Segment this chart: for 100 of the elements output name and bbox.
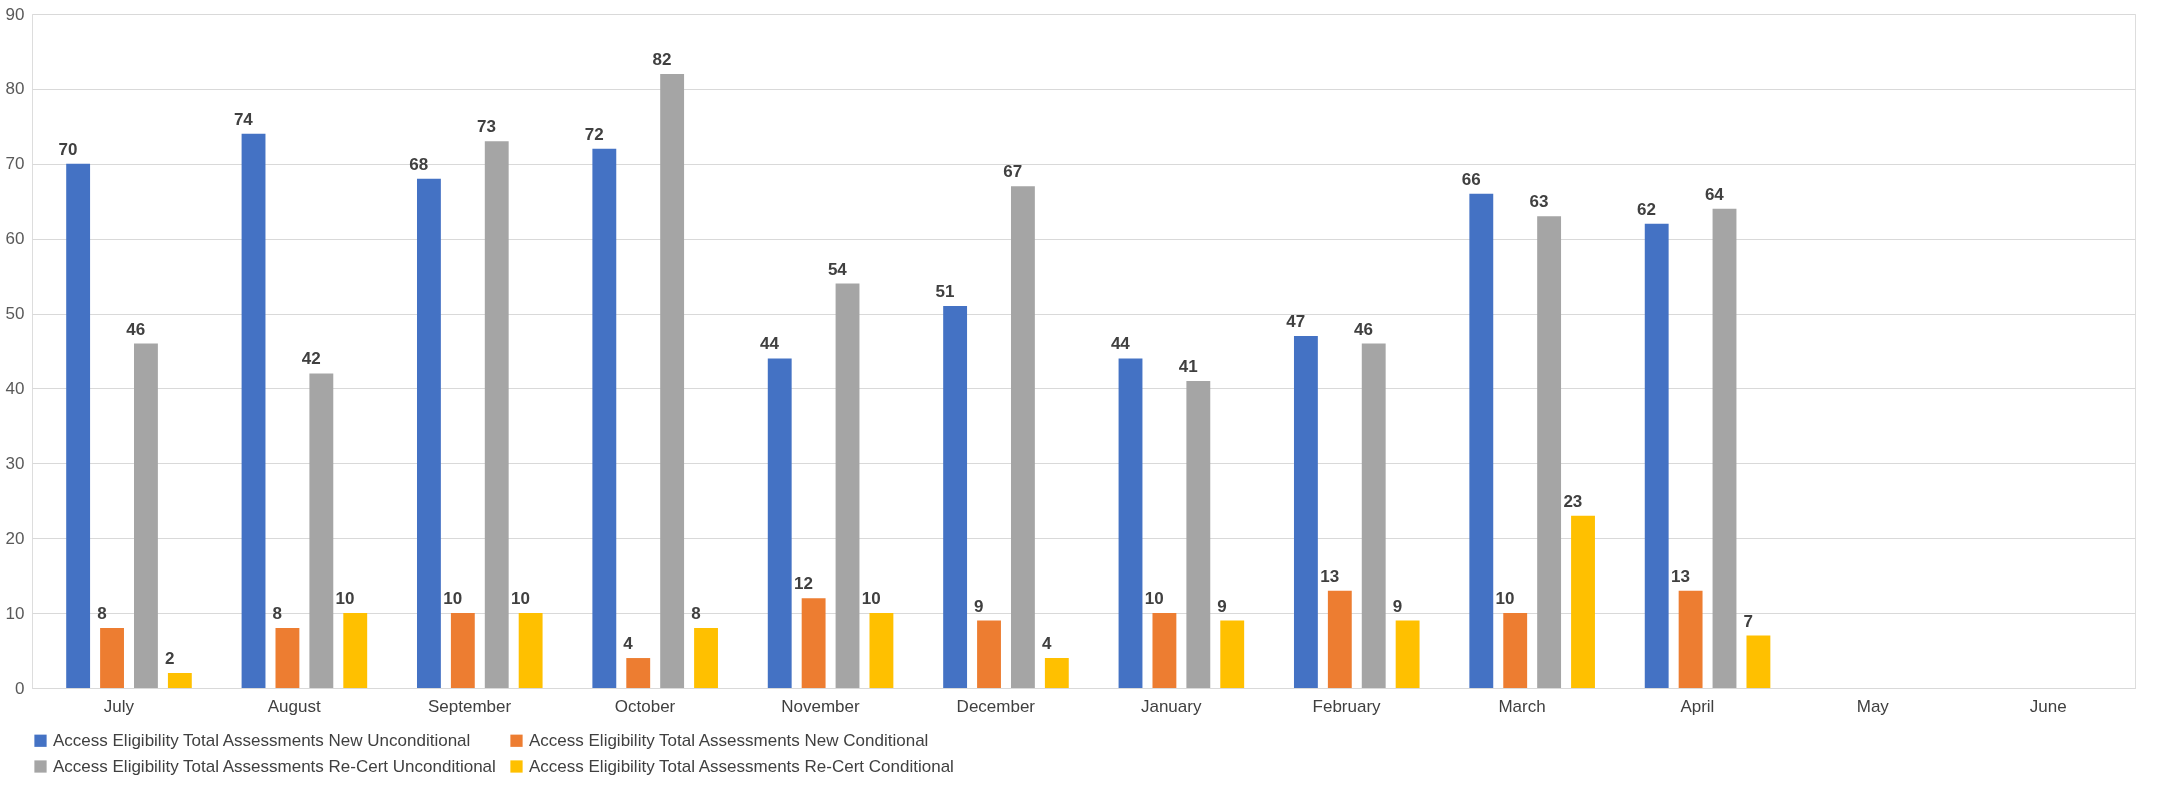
bar	[1044, 658, 1069, 688]
bar	[241, 133, 266, 688]
bar	[450, 613, 475, 688]
bar	[1327, 590, 1352, 688]
bar	[943, 306, 968, 688]
data-label: 7	[1743, 611, 1753, 631]
x-tick-label: December	[956, 696, 1036, 716]
data-label: 8	[97, 604, 107, 624]
data-label: 10	[335, 589, 355, 609]
bar	[1361, 343, 1386, 688]
data-label: 41	[1178, 356, 1198, 376]
legend-label: Access Eligibility Total Assessments New Conditional	[529, 730, 929, 750]
data-label: 2	[164, 649, 175, 669]
data-label: 51	[935, 282, 955, 302]
bar	[1186, 380, 1211, 688]
data-label: 70	[58, 139, 78, 159]
data-label: 23	[1563, 491, 1583, 511]
x-tick-label: October	[614, 696, 676, 716]
y-tick-label: 70	[5, 154, 25, 174]
data-label: 68	[409, 154, 429, 174]
bar	[801, 598, 826, 688]
bar	[1152, 613, 1177, 688]
bar	[100, 628, 124, 688]
x-tick-label: June	[2029, 696, 2067, 716]
legend-label: Access Eligibility Total Assessments New Unconditional	[53, 730, 471, 750]
legend-label: Access Eligibility Total Assessments Re-Cert Unconditional	[53, 756, 496, 776]
x-tick-label: November	[781, 696, 860, 716]
x-tick-label: September	[428, 696, 512, 716]
data-label: 72	[584, 124, 604, 144]
data-label: 63	[1529, 192, 1549, 212]
y-tick-label: 20	[5, 528, 25, 548]
bar	[309, 373, 334, 688]
bar	[835, 283, 860, 688]
data-label: 9	[1392, 596, 1403, 616]
bar	[767, 358, 792, 688]
data-label: 12	[793, 574, 813, 594]
bar	[592, 148, 617, 688]
data-label: 9	[974, 596, 984, 616]
data-label: 82	[652, 49, 672, 69]
bar	[416, 178, 441, 688]
data-label: 46	[126, 319, 146, 339]
data-label: 8	[691, 604, 701, 624]
bar	[1220, 620, 1245, 688]
data-label: 13	[1670, 566, 1690, 586]
data-label: 44	[1110, 334, 1131, 354]
y-tick-label: 10	[5, 603, 25, 623]
data-label: 74	[233, 109, 254, 129]
data-label: 9	[1217, 596, 1227, 616]
bar	[626, 658, 651, 688]
bar	[869, 613, 894, 688]
bar	[660, 73, 685, 688]
bar	[1503, 613, 1528, 688]
x-tick-label: July	[103, 696, 135, 716]
data-label: 47	[1286, 312, 1306, 332]
data-label: 10	[511, 589, 530, 609]
x-tick-label: May	[1856, 696, 1890, 716]
data-label: 54	[827, 259, 848, 279]
data-label: 64	[1704, 184, 1725, 204]
y-tick-label: 80	[5, 79, 25, 99]
y-tick-label: 50	[5, 304, 25, 324]
bar	[1293, 336, 1318, 688]
x-tick-label: February	[1312, 696, 1382, 716]
bar	[977, 620, 1001, 688]
data-label: 10	[861, 589, 881, 609]
data-label: 10	[1495, 589, 1515, 609]
bar	[1118, 358, 1143, 688]
bar	[275, 628, 300, 688]
bar	[343, 613, 368, 688]
data-label: 4	[623, 634, 634, 654]
legend-label: Access Eligibility Total Assessments Re-Cert Conditional	[529, 756, 954, 776]
bar	[134, 343, 158, 688]
data-label: 42	[301, 349, 321, 369]
bar	[66, 163, 91, 688]
x-tick-label: August	[267, 696, 321, 716]
bar	[167, 673, 192, 688]
y-tick-label: 90	[5, 4, 25, 24]
data-label: 10	[443, 589, 463, 609]
data-label: 8	[272, 604, 282, 624]
bar	[484, 141, 509, 688]
bar	[1712, 208, 1737, 688]
data-label: 46	[1354, 319, 1374, 339]
data-label: 10	[1144, 589, 1164, 609]
bar	[1571, 515, 1595, 688]
data-label: 4	[1041, 634, 1052, 654]
data-label: 44	[760, 334, 780, 354]
y-tick-label: 40	[5, 378, 25, 398]
y-tick-label: 60	[5, 229, 25, 249]
bar	[1537, 216, 1562, 688]
data-label: 67	[1003, 162, 1023, 182]
y-tick-label: 0	[15, 678, 25, 698]
data-label: 66	[1461, 169, 1481, 189]
bar	[1746, 635, 1771, 688]
bar	[1469, 193, 1494, 688]
bar	[694, 628, 718, 688]
bar	[1678, 590, 1703, 688]
y-tick-label: 30	[5, 453, 25, 473]
bar	[518, 613, 543, 688]
bar	[1395, 620, 1420, 688]
x-tick-label: January	[1140, 696, 1202, 716]
bar	[1644, 223, 1669, 688]
